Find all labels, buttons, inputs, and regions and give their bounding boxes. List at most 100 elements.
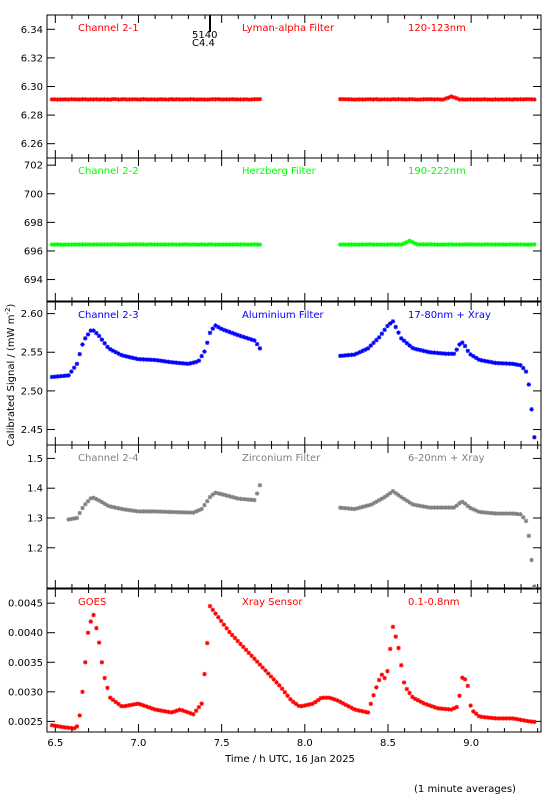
data-point: [429, 350, 434, 355]
data-point: [191, 97, 196, 102]
data-point: [166, 242, 171, 247]
data-point: [432, 242, 437, 247]
data-point: [132, 97, 138, 102]
data-point: [157, 358, 163, 363]
data-point: [74, 97, 80, 102]
data-point: [94, 97, 99, 102]
data-point: [313, 699, 318, 705]
data-point: [448, 351, 454, 356]
data-point: [437, 242, 443, 247]
y-tick-label: 698: [24, 218, 43, 229]
panel-annotation: Zirconium Filter: [242, 453, 321, 464]
data-point: [257, 346, 263, 351]
data-point: [399, 494, 404, 500]
data-point: [454, 242, 459, 247]
data-point: [468, 97, 473, 102]
data-point: [404, 240, 410, 245]
data-point: [246, 650, 252, 656]
data-point: [424, 97, 429, 102]
y-tick-label: 6.26: [21, 139, 43, 150]
data-point: [144, 704, 149, 709]
data-point: [63, 242, 69, 247]
data-point: [119, 352, 124, 358]
data-point: [446, 242, 451, 247]
data-point: [504, 716, 509, 721]
data-point: [493, 511, 498, 516]
data-point: [285, 693, 290, 698]
data-point: [224, 242, 229, 247]
y-tick-label: 0.0045: [8, 599, 43, 610]
data-point: [138, 357, 143, 362]
data-point: [440, 242, 446, 247]
data-point: [429, 97, 434, 102]
data-point: [80, 505, 85, 511]
data-point: [532, 719, 537, 725]
data-point: [382, 97, 387, 102]
data-point: [177, 510, 182, 515]
data-point: [468, 703, 473, 708]
data-point: [188, 242, 193, 247]
data-point: [71, 242, 77, 247]
data-point: [490, 97, 495, 102]
data-point: [504, 511, 509, 516]
y-tick-label: 6.32: [21, 53, 43, 64]
data-point: [99, 97, 105, 102]
data-point: [85, 332, 91, 337]
data-point: [135, 356, 141, 362]
panel-annotation: Channel 2-3: [78, 310, 139, 321]
data-point: [221, 492, 227, 497]
data-point: [410, 502, 415, 507]
data-point: [465, 683, 471, 689]
data-point: [460, 340, 465, 345]
data-point: [482, 242, 487, 247]
data-point: [99, 499, 105, 505]
data-point: [235, 97, 240, 102]
data-point: [412, 502, 418, 508]
data-point: [160, 708, 166, 714]
x-tick-label: 9.0: [463, 738, 479, 749]
data-point: [202, 502, 207, 508]
data-point: [399, 97, 404, 102]
data-point: [249, 97, 254, 102]
data-point: [163, 97, 168, 102]
data-point: [91, 612, 96, 618]
data-point: [235, 332, 240, 338]
data-point: [168, 509, 174, 515]
data-point: [468, 505, 473, 511]
data-point: [509, 97, 515, 102]
data-point: [457, 242, 462, 247]
data-point: [418, 503, 423, 509]
data-point: [418, 97, 423, 102]
data-point: [451, 95, 457, 100]
panel-frame: [46, 157, 542, 302]
data-point: [177, 97, 182, 102]
data-point: [418, 242, 423, 247]
data-point: [246, 336, 252, 341]
data-point: [113, 349, 118, 355]
data-point: [440, 505, 446, 510]
data-point: [338, 242, 343, 247]
x-tick-label: 6.5: [47, 738, 63, 749]
data-point: [435, 505, 440, 510]
data-point: [163, 359, 168, 364]
data-point: [435, 97, 440, 102]
data-point: [501, 511, 507, 516]
data-point: [196, 358, 202, 363]
data-point: [437, 505, 443, 510]
data-point: [182, 709, 188, 714]
y-tick-label: 694: [24, 275, 43, 286]
data-point: [58, 374, 63, 379]
data-point: [149, 509, 154, 514]
data-point: [443, 351, 448, 356]
data-point: [96, 498, 102, 503]
data-point: [498, 716, 504, 721]
data-point: [296, 703, 301, 709]
data-point: [440, 97, 446, 102]
data-point: [94, 496, 99, 502]
data-point: [213, 97, 218, 102]
data-point: [496, 97, 501, 102]
data-point: [523, 718, 529, 723]
data-point: [96, 97, 102, 102]
data-point: [396, 645, 401, 651]
data-point: [374, 499, 379, 504]
